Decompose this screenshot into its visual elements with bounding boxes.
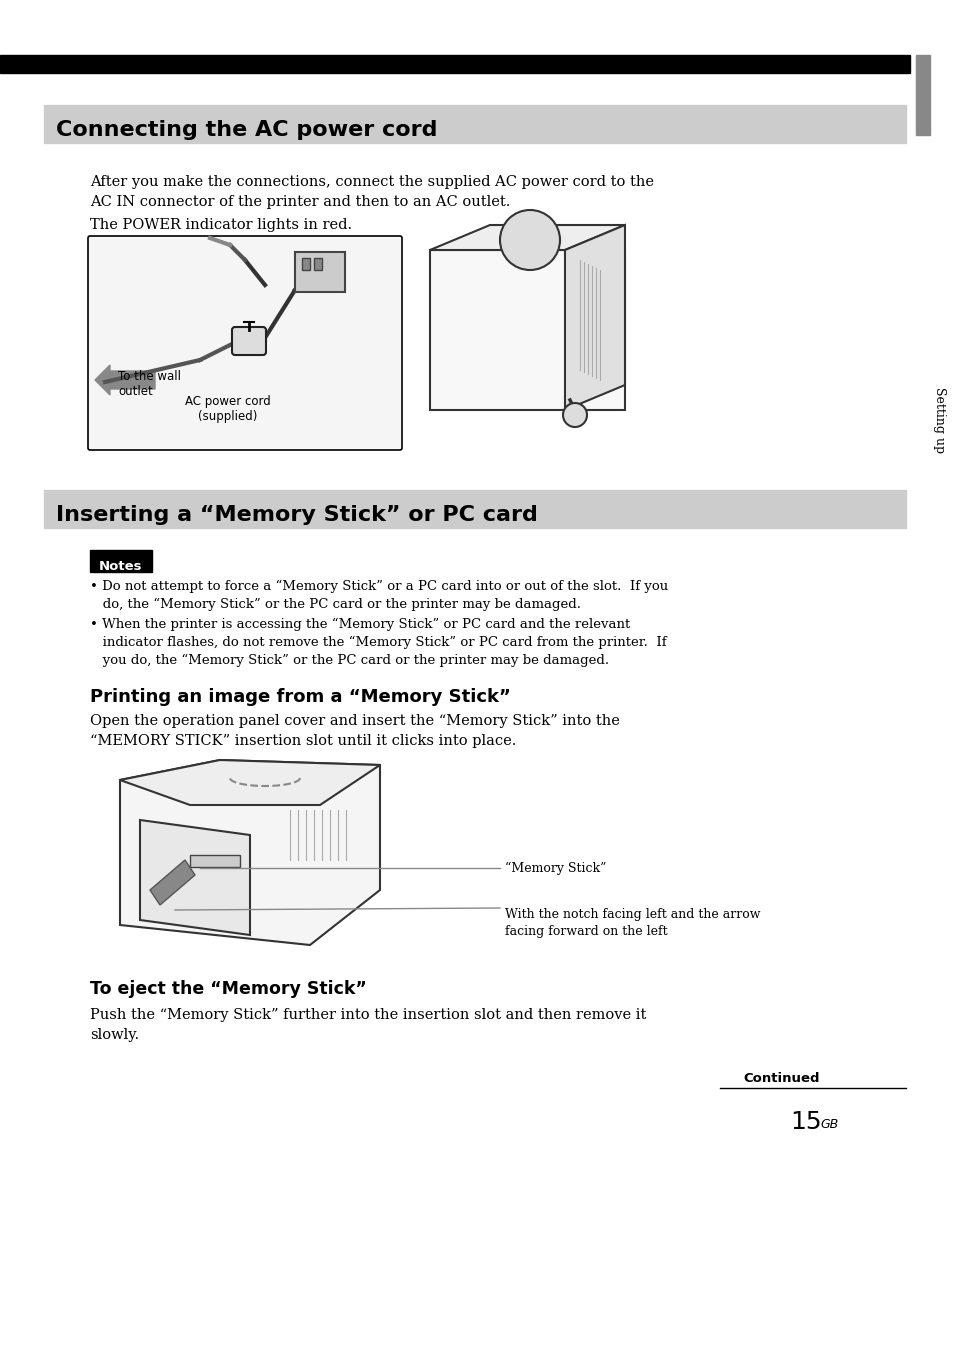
- Text: • Do not attempt to force a “Memory Stick” or a PC card into or out of the slot.: • Do not attempt to force a “Memory Stic…: [90, 580, 667, 594]
- Text: Connecting the AC power cord: Connecting the AC power cord: [56, 120, 437, 141]
- Text: do, the “Memory Stick” or the PC card or the printer may be damaged.: do, the “Memory Stick” or the PC card or…: [90, 598, 580, 611]
- Text: To eject the “Memory Stick”: To eject the “Memory Stick”: [90, 980, 366, 998]
- Text: Printing an image from a “Memory Stick”: Printing an image from a “Memory Stick”: [90, 688, 511, 706]
- Bar: [44, 105, 905, 143]
- Text: With the notch facing left and the arrow: With the notch facing left and the arrow: [504, 909, 760, 921]
- Circle shape: [562, 403, 586, 427]
- Text: “Memory Stick”: “Memory Stick”: [504, 861, 606, 875]
- Bar: [0, 55, 909, 73]
- Bar: [314, 258, 322, 270]
- Bar: [430, 250, 624, 410]
- Text: The POWER indicator lights in red.: The POWER indicator lights in red.: [90, 218, 352, 233]
- Bar: [909, 0, 953, 1352]
- FancyBboxPatch shape: [232, 327, 266, 356]
- Text: slowly.: slowly.: [90, 1028, 139, 1042]
- Bar: [915, 55, 929, 135]
- Text: Setting up: Setting up: [933, 387, 945, 453]
- Polygon shape: [120, 760, 379, 804]
- Text: Notes: Notes: [99, 560, 143, 572]
- Text: AC power cord
(supplied): AC power cord (supplied): [185, 395, 271, 423]
- FancyBboxPatch shape: [88, 237, 401, 450]
- Text: facing forward on the left: facing forward on the left: [504, 925, 667, 938]
- Text: • When the printer is accessing the “Memory Stick” or PC card and the relevant: • When the printer is accessing the “Mem…: [90, 618, 630, 631]
- Text: To the wall
outlet: To the wall outlet: [118, 370, 181, 397]
- Polygon shape: [120, 760, 379, 945]
- Text: indicator flashes, do not remove the “Memory Stick” or PC card from the printer.: indicator flashes, do not remove the “Me…: [90, 635, 666, 649]
- Text: Continued: Continued: [742, 1072, 820, 1086]
- Text: Open the operation panel cover and insert the “Memory Stick” into the: Open the operation panel cover and inser…: [90, 714, 619, 727]
- Polygon shape: [430, 224, 624, 250]
- Polygon shape: [564, 224, 624, 410]
- Bar: [44, 489, 905, 529]
- Polygon shape: [150, 860, 194, 904]
- Text: you do, the “Memory Stick” or the PC card or the printer may be damaged.: you do, the “Memory Stick” or the PC car…: [90, 654, 608, 668]
- Bar: [294, 251, 345, 292]
- Text: Inserting a “Memory Stick” or PC card: Inserting a “Memory Stick” or PC card: [56, 506, 537, 525]
- FancyArrow shape: [95, 365, 154, 395]
- Text: “MEMORY STICK” insertion slot until it clicks into place.: “MEMORY STICK” insertion slot until it c…: [90, 734, 516, 748]
- Bar: [90, 550, 152, 572]
- Bar: [302, 258, 310, 270]
- Text: Push the “Memory Stick” further into the insertion slot and then remove it: Push the “Memory Stick” further into the…: [90, 1009, 646, 1022]
- Text: 15: 15: [789, 1110, 821, 1134]
- Text: GB: GB: [820, 1118, 838, 1132]
- Circle shape: [499, 210, 559, 270]
- Bar: [190, 854, 240, 867]
- Text: After you make the connections, connect the supplied AC power cord to the: After you make the connections, connect …: [90, 174, 654, 189]
- Polygon shape: [140, 821, 250, 936]
- Text: AC IN connector of the printer and then to an AC outlet.: AC IN connector of the printer and then …: [90, 195, 510, 210]
